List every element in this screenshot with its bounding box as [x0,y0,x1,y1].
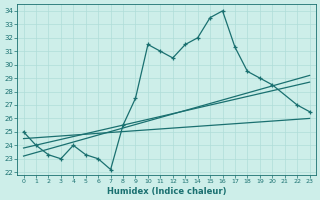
X-axis label: Humidex (Indice chaleur): Humidex (Indice chaleur) [107,187,226,196]
